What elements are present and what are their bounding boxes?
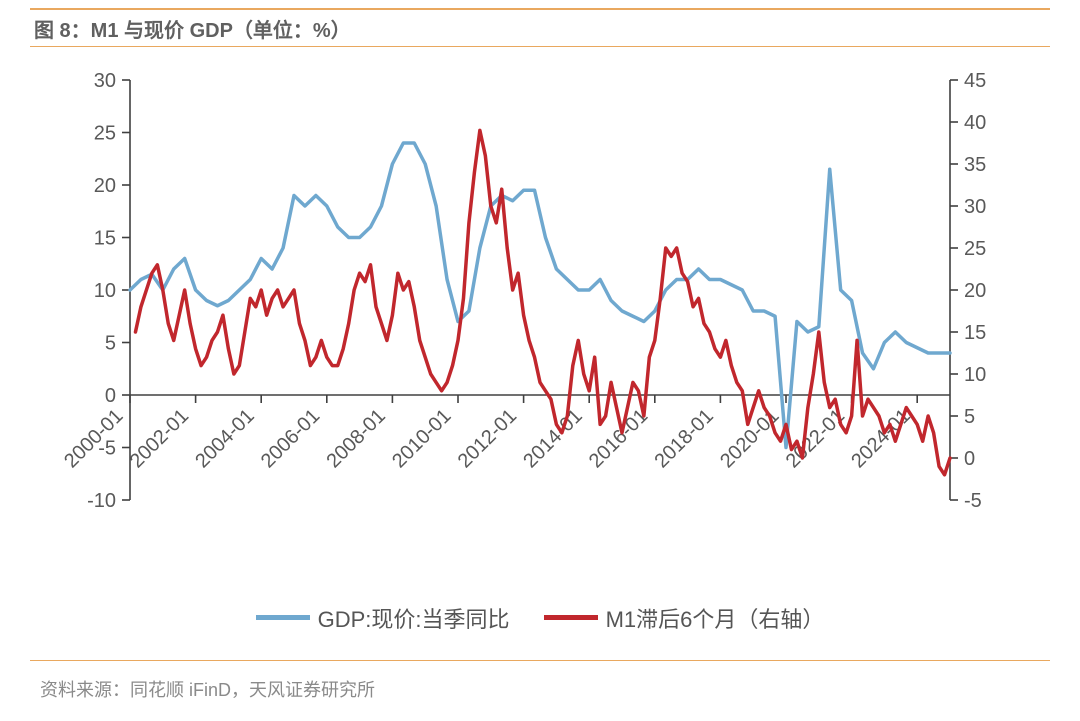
svg-text:2000-01: 2000-01 xyxy=(60,405,127,472)
svg-text:25: 25 xyxy=(964,238,986,260)
svg-text:2004-01: 2004-01 xyxy=(191,405,258,472)
svg-text:-10: -10 xyxy=(87,490,116,512)
svg-text:2018-01: 2018-01 xyxy=(650,405,717,472)
legend-item-gdp: GDP:现价:当季同比 xyxy=(256,602,510,634)
legend-swatch xyxy=(544,615,598,620)
svg-text:25: 25 xyxy=(94,123,116,145)
figure-container: 图 8：M1 与现价 GDP（单位：%） -10-5051015202530-5… xyxy=(0,0,1080,721)
svg-text:30: 30 xyxy=(94,70,116,92)
legend-label: M1滞后6个月（右轴） xyxy=(606,602,825,634)
svg-text:30: 30 xyxy=(964,196,986,218)
svg-text:5: 5 xyxy=(964,406,975,428)
legend-label: GDP:现价:当季同比 xyxy=(318,602,510,634)
svg-text:20: 20 xyxy=(964,280,986,302)
svg-text:2002-01: 2002-01 xyxy=(126,405,193,472)
svg-text:-5: -5 xyxy=(964,490,982,512)
legend-swatch xyxy=(256,615,310,620)
chart-title: 图 8：M1 与现价 GDP（单位：%） xyxy=(34,14,351,43)
svg-text:0: 0 xyxy=(105,385,116,407)
svg-text:10: 10 xyxy=(964,364,986,386)
chart-svg: -10-5051015202530-5051015202530354045200… xyxy=(30,60,1050,640)
svg-text:20: 20 xyxy=(94,175,116,197)
svg-text:45: 45 xyxy=(964,70,986,92)
title-bar: 图 8：M1 与现价 GDP（单位：%） xyxy=(30,8,1050,47)
svg-text:2010-01: 2010-01 xyxy=(388,405,455,472)
footer-rule xyxy=(30,660,1050,661)
svg-text:10: 10 xyxy=(94,280,116,302)
legend: GDP:现价:当季同比 M1滞后6个月（右轴） xyxy=(0,600,1080,634)
svg-text:15: 15 xyxy=(964,322,986,344)
svg-text:2012-01: 2012-01 xyxy=(454,405,521,472)
source-text: 资料来源：同花顺 iFinD，天风证券研究所 xyxy=(40,676,375,702)
svg-text:35: 35 xyxy=(964,154,986,176)
svg-text:0: 0 xyxy=(964,448,975,470)
svg-text:2006-01: 2006-01 xyxy=(257,405,324,472)
svg-text:40: 40 xyxy=(964,112,986,134)
chart-plot: -10-5051015202530-5051015202530354045200… xyxy=(30,60,1050,640)
legend-item-m1: M1滞后6个月（右轴） xyxy=(544,602,825,634)
svg-text:5: 5 xyxy=(105,333,116,355)
svg-text:15: 15 xyxy=(94,228,116,250)
svg-text:2008-01: 2008-01 xyxy=(322,405,389,472)
